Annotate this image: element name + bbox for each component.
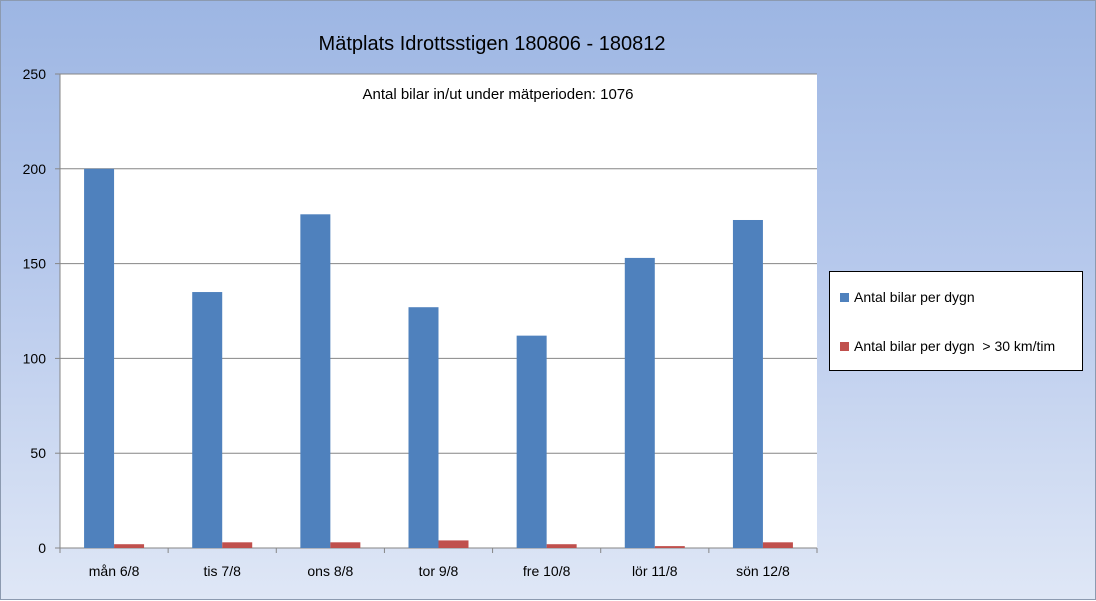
legend-swatch-blue: [840, 292, 849, 302]
legend-swatch-red: [840, 341, 849, 351]
bar-cars-over-30-2: [330, 542, 361, 548]
bar-cars-per-day-6: [732, 219, 763, 548]
bar-cars-per-day-1: [192, 292, 223, 548]
y-tick-label: 50: [30, 445, 46, 461]
chart-title: Mätplats Idrottsstigen 180806 - 180812: [318, 33, 666, 55]
annotation-total-cars: Antal bilar in/ut under mätperioden: 107…: [362, 86, 633, 103]
bar-cars-per-day-3: [408, 307, 439, 548]
x-tick-label: sön 12/8: [736, 563, 790, 579]
bar-cars-over-30-6: [762, 542, 793, 548]
legend-label-series-1: Antal bilar per dygn: [854, 289, 975, 305]
bar-cars-per-day-4: [516, 335, 547, 548]
bar-cars-per-day-2: [300, 214, 331, 548]
bar-cars-over-30-3: [438, 540, 469, 548]
bar-cars-over-30-4: [546, 544, 577, 548]
y-tick-label: 100: [23, 350, 47, 366]
x-tick-label: ons 8/8: [307, 563, 353, 579]
legend-label-series-2: Antal bilar per dygn > 30 km/tim: [854, 338, 1056, 354]
x-tick-label: lör 11/8: [632, 563, 678, 579]
bar-cars-over-30-5: [654, 546, 685, 548]
x-tick-label: tis 7/8: [204, 563, 242, 579]
x-tick-label: mån 6/8: [89, 563, 140, 579]
y-tick-label: 150: [23, 256, 47, 272]
bar-cars-per-day-0: [84, 168, 115, 549]
legend: Antal bilar per dygn Antal bilar per dyg…: [829, 271, 1083, 371]
y-tick-label: 200: [23, 161, 47, 177]
bar-cars-per-day-5: [624, 257, 655, 548]
x-tick-label: fre 10/8: [523, 563, 571, 579]
legend-item-series-2: Antal bilar per dygn > 30 km/tim: [840, 338, 1055, 354]
x-tick-label: tor 9/8: [419, 563, 459, 579]
bar-cars-over-30-1: [222, 542, 253, 548]
y-tick-label: 250: [23, 66, 47, 82]
y-tick-label: 0: [38, 540, 46, 556]
bar-cars-over-30-0: [114, 544, 145, 548]
legend-item-series-1: Antal bilar per dygn: [840, 289, 975, 305]
